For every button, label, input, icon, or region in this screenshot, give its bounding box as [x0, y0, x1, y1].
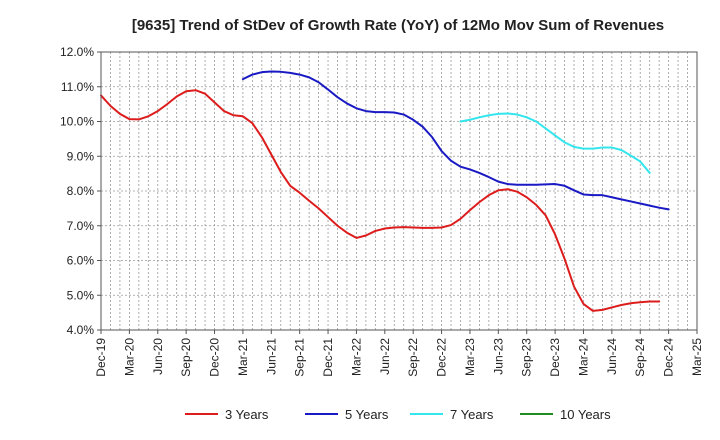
y-tick-label: 10.0% [60, 115, 94, 129]
y-tick-label: 6.0% [67, 254, 95, 268]
x-tick-label: Mar-20 [122, 338, 136, 376]
x-tick-label: Sep-23 [520, 338, 534, 377]
x-tick-label: Jun-23 [491, 338, 505, 375]
legend-label-5y: 5 Years [345, 407, 389, 422]
x-tick-label: Mar-24 [576, 338, 590, 376]
y-tick-label: 9.0% [67, 149, 95, 163]
series-line-3y [100, 89, 661, 312]
y-tick-label: 8.0% [67, 184, 95, 198]
x-tick-label: Dec-22 [435, 338, 449, 377]
legend-label-7y: 7 Years [450, 407, 494, 422]
y-tick-label: 11.0% [61, 80, 94, 94]
y-axis: 4.0% 5.0% 6.0% 7.0% 8.0% 9.0% 10.0% 11.0% 12.0% [60, 45, 101, 337]
y-tick-label: 7.0% [67, 219, 95, 233]
series-line-7y [459, 112, 651, 174]
x-tick-label: Mar-21 [236, 338, 250, 376]
x-tick-label: Mar-25 [690, 338, 704, 376]
x-tick-label: Sep-20 [179, 338, 193, 377]
series-line-5y [241, 70, 670, 211]
series-layer [100, 70, 670, 312]
x-axis: Dec-19 Mar-20 Jun-20 Sep-20 Dec-20 Mar-21 Jun-… [94, 330, 704, 377]
x-tick-label: Mar-23 [463, 338, 477, 376]
legend-label-3y: 3 Years [225, 407, 269, 422]
x-tick-label: Jun-24 [605, 338, 619, 375]
y-tick-label: 12.0% [60, 45, 94, 59]
x-tick-label: Dec-19 [94, 338, 108, 377]
x-tick-label: Jun-21 [264, 338, 278, 375]
x-tick-label: Dec-24 [662, 338, 676, 377]
x-tick-label: Dec-23 [548, 338, 562, 377]
legend-label-10y: 10 Years [560, 407, 611, 422]
legend: 3 Years 5 Years 7 Years 10 Years [185, 407, 611, 422]
y-tick-label: 5.0% [67, 288, 95, 302]
x-tick-label: Jun-22 [378, 338, 392, 375]
x-tick-label: Sep-24 [633, 338, 647, 377]
x-tick-label: Sep-22 [406, 338, 420, 377]
chart-title: [9635] Trend of StDev of Growth Rate (Yo… [132, 17, 664, 34]
x-tick-label: Jun-20 [151, 338, 165, 375]
y-tick-label: 4.0% [67, 323, 95, 337]
x-tick-label: Dec-21 [321, 338, 335, 377]
gridlines [101, 52, 697, 330]
x-tick-label: Mar-22 [349, 338, 363, 376]
x-tick-label: Dec-20 [208, 338, 222, 377]
x-tick-label: Sep-21 [293, 338, 307, 377]
